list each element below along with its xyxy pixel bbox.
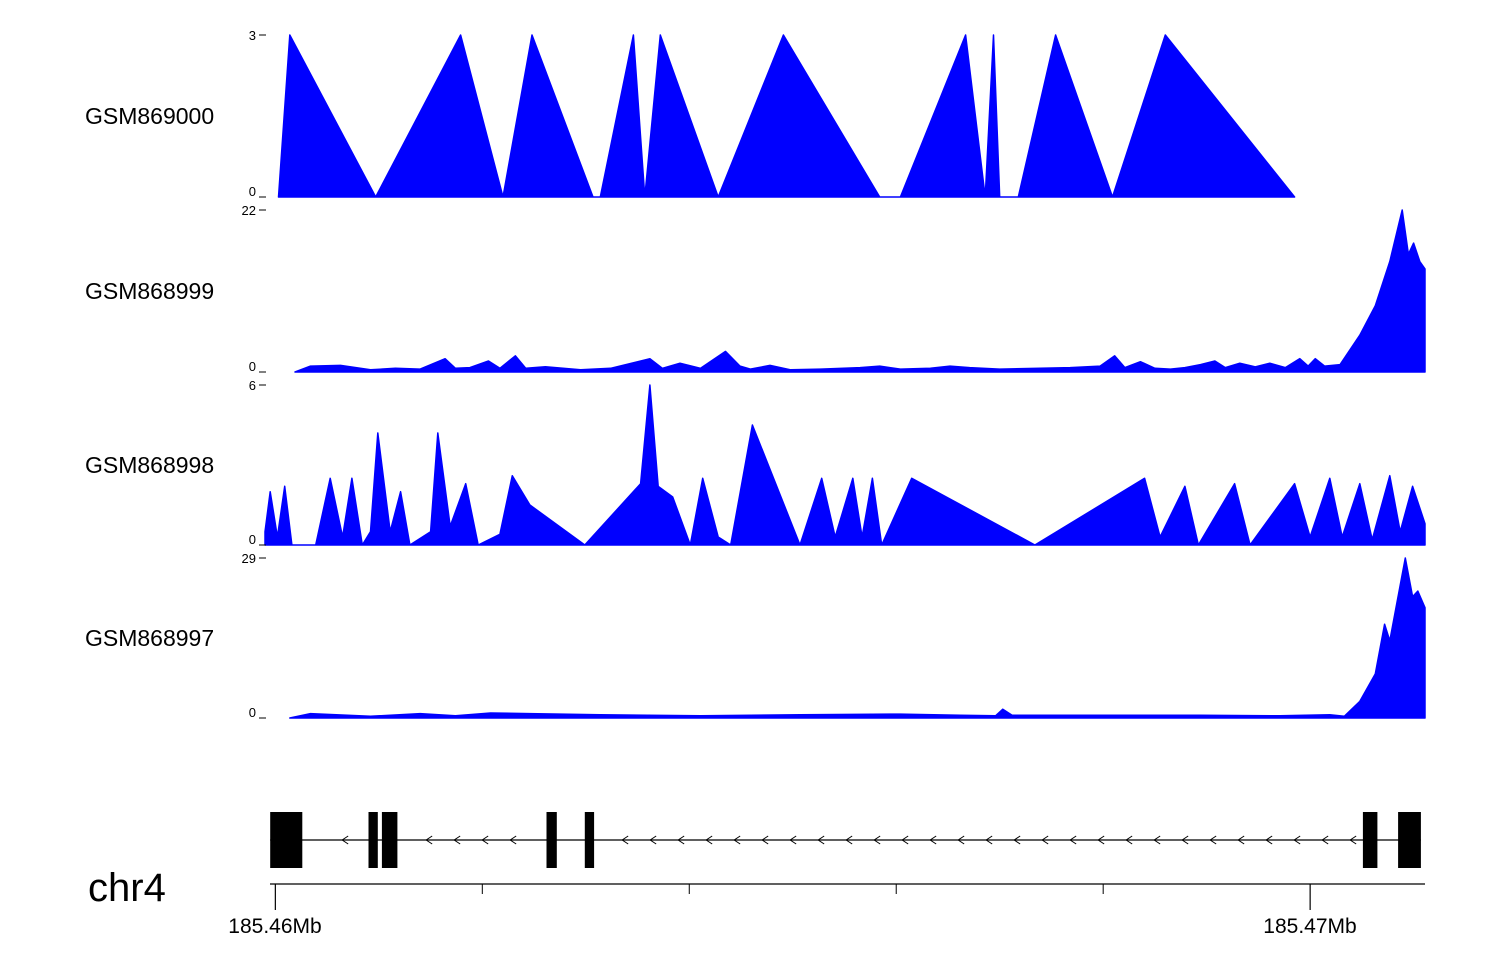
track4-ymin-label: 0 [248,705,256,720]
strand-left-arrow-icon [1069,835,1077,845]
gene-exon [270,812,303,868]
coverage-area-gsm868999 [294,209,1426,373]
strand-left-arrow-icon [733,835,741,845]
strand-left-arrow-icon [481,835,489,845]
strand-left-arrow-icon [677,835,685,845]
strand-left-arrow-icon [873,835,881,845]
track2-ymax-label: 22 [241,203,256,218]
strand-left-arrow-icon [761,835,769,845]
strand-left-arrow-icon [1153,835,1161,845]
strand-left-arrow-icon [621,835,629,845]
track3-ymax-label: 6 [248,378,256,393]
strand-left-arrow-icon [929,835,937,845]
strand-left-arrow-icon [1097,835,1105,845]
strand-left-arrow-icon [649,835,657,845]
strand-left-arrow-icon [817,835,825,845]
gene-exon [368,812,378,868]
strand-left-arrow-icon [1293,835,1301,845]
track-label-gsm868999: GSM868999 [85,278,215,304]
strand-left-arrow-icon [1125,835,1133,845]
strand-left-arrow-icon [509,835,517,845]
strand-left-arrow-icon [789,835,797,845]
strand-left-arrow-icon [957,835,965,845]
strand-left-arrow-icon [985,835,993,845]
track-label-gsm868997: GSM868997 [85,625,215,651]
axis-label-185-47mb: 185.47Mb [1263,915,1357,938]
strand-left-arrow-icon [1349,835,1357,845]
strand-left-arrow-icon [453,835,461,845]
gene-exon [584,812,595,868]
coverage-area-gsm869000 [277,34,1296,198]
gene-exon [381,812,398,868]
track1-ymax-label: 3 [248,28,256,43]
strand-left-arrow-icon [1321,835,1329,845]
track4-ymax-label: 29 [241,551,256,566]
axis-label-185-46mb: 185.46Mb [228,915,322,938]
strand-left-arrow-icon [1265,835,1273,845]
gene-exon [1398,812,1421,868]
strand-left-arrow-icon [845,835,853,845]
track1-ymin-label: 0 [248,184,256,199]
strand-left-arrow-icon [425,835,433,845]
chromosome-label: chr4 [88,866,166,910]
track2-ymin-label: 0 [248,359,256,374]
strand-left-arrow-icon [901,835,909,845]
strand-left-arrow-icon [341,835,349,845]
strand-left-arrow-icon [705,835,713,845]
coverage-area-gsm868998 [264,384,1426,546]
strand-left-arrow-icon [1013,835,1021,845]
gene-exon [1362,812,1378,868]
strand-left-arrow-icon [1209,835,1217,845]
strand-left-arrow-icon [1237,835,1245,845]
track3-ymin-label: 0 [248,532,256,547]
strand-left-arrow-icon [1181,835,1189,845]
strand-left-arrow-icon [1041,835,1049,845]
gene-exon [546,812,557,868]
track-label-gsm868998: GSM868998 [85,452,215,478]
track-label-gsm869000: GSM869000 [85,103,215,129]
coverage-area-gsm868997 [289,557,1426,719]
